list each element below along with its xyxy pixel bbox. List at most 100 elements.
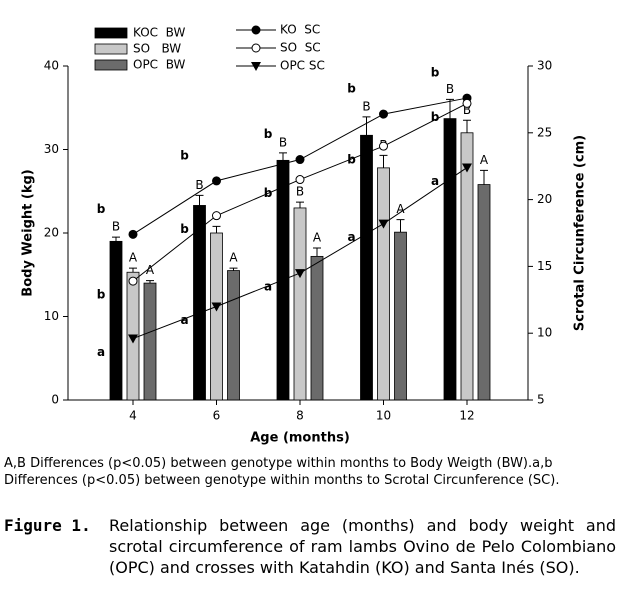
marker — [128, 229, 138, 239]
bar-letter: A — [229, 251, 238, 265]
y2-tick-label: 10 — [537, 326, 552, 340]
y2-tick-label: 30 — [537, 59, 552, 73]
bar — [394, 231, 407, 401]
legend-marker — [251, 62, 261, 71]
legend-marker — [251, 25, 261, 35]
legend-swatch — [94, 43, 128, 55]
error-bar — [313, 247, 321, 257]
bar-letter: B — [446, 82, 454, 96]
marker — [212, 211, 221, 221]
legend-marker — [251, 43, 261, 53]
y-tick-label: 40 — [44, 59, 59, 73]
caption: Figure 1. Relationship between age (mont… — [4, 515, 616, 578]
bar — [109, 240, 123, 401]
footnote: A,B Differences (p<0.05) between genotyp… — [4, 456, 560, 488]
line-letter: b — [347, 82, 356, 96]
line-letter: b — [347, 153, 356, 167]
marker — [128, 334, 138, 344]
error-bar — [229, 267, 238, 271]
line-letter: b — [431, 110, 440, 124]
error-bar — [396, 219, 405, 233]
y-tick-label: 10 — [44, 309, 59, 323]
line-letter: b — [264, 186, 273, 200]
bar — [193, 205, 206, 401]
y-tick-label: 0 — [51, 393, 59, 407]
x-tick-label: 4 — [129, 409, 137, 423]
bar-letter: A — [313, 231, 322, 245]
line-letter: a — [97, 345, 105, 359]
x-axis-label: Age (months) — [250, 431, 350, 446]
line-letter: a — [347, 230, 355, 244]
caption-label: Figure 1. — [4, 516, 91, 535]
y-axis-label: Body Weight (kg) — [21, 169, 36, 296]
marker — [379, 109, 388, 119]
marker — [462, 98, 472, 108]
marker — [211, 302, 222, 312]
line-letter: a — [264, 280, 272, 294]
x-tick-label: 10 — [376, 409, 391, 423]
line-letter: a — [180, 313, 188, 327]
bar-letter: B — [195, 178, 203, 192]
bar-letter: B — [463, 103, 471, 117]
bar-letter: A — [396, 202, 405, 216]
line-letter: b — [97, 288, 106, 302]
error-bar — [379, 154, 388, 168]
legend-swatch — [94, 27, 128, 39]
y2-axis-label: Scrotal Circunference (cm) — [573, 135, 588, 331]
y2-tick-label: 20 — [537, 192, 552, 206]
error-bar — [112, 236, 120, 242]
error-bar — [212, 225, 221, 233]
marker — [212, 176, 221, 186]
error-bar — [279, 152, 287, 161]
x-tick-label: 12 — [459, 409, 474, 423]
error-bar — [195, 194, 204, 206]
bar-letter: A — [129, 251, 138, 265]
chart: Age (months) Body Weight (kg) Scrotal Ci… — [21, 23, 588, 446]
y2-tick-label: 25 — [537, 125, 552, 139]
x-tick-label: 6 — [213, 409, 221, 423]
bar — [377, 167, 390, 401]
y-tick-label: 20 — [44, 226, 59, 240]
legend-label: OPC SC — [280, 59, 325, 73]
legend-label: KO SC — [280, 23, 320, 37]
legend-label: KOC BW — [133, 26, 185, 40]
error-bar — [446, 98, 454, 119]
line-letter: b — [180, 222, 189, 236]
bar-letter: B — [279, 135, 287, 149]
marker — [295, 175, 305, 185]
bar-letter: B — [362, 99, 370, 113]
error-bar — [463, 119, 471, 133]
error-bar — [129, 267, 137, 273]
bar — [210, 232, 223, 401]
line-letter: a — [431, 174, 439, 188]
bar-letter: A — [146, 263, 155, 277]
marker — [378, 219, 389, 229]
legend-swatch — [94, 59, 128, 71]
bar — [310, 255, 324, 401]
bar-letter: B — [296, 185, 304, 199]
marker — [379, 141, 388, 151]
error-bar — [296, 201, 304, 208]
x-tick-label: 8 — [296, 409, 304, 423]
bar — [360, 134, 373, 401]
line-letter: b — [431, 66, 440, 80]
marker — [462, 163, 472, 173]
bar — [460, 132, 474, 401]
error-bar — [480, 169, 488, 185]
bar — [477, 184, 491, 401]
marker — [128, 276, 138, 286]
bar — [227, 270, 240, 401]
y-tick-label: 30 — [44, 142, 59, 156]
line-letter: b — [97, 202, 106, 216]
marker — [295, 269, 305, 279]
line-letter: b — [180, 148, 189, 162]
legend-label: OPC BW — [133, 58, 185, 72]
y2-tick-label: 5 — [537, 393, 545, 407]
bar-letter: B — [112, 220, 120, 234]
line-letter: b — [264, 127, 273, 141]
bar-letter: A — [480, 153, 489, 167]
error-bar — [146, 280, 154, 284]
bar — [143, 282, 157, 401]
caption-text: Relationship between age (months) and bo… — [109, 516, 616, 577]
